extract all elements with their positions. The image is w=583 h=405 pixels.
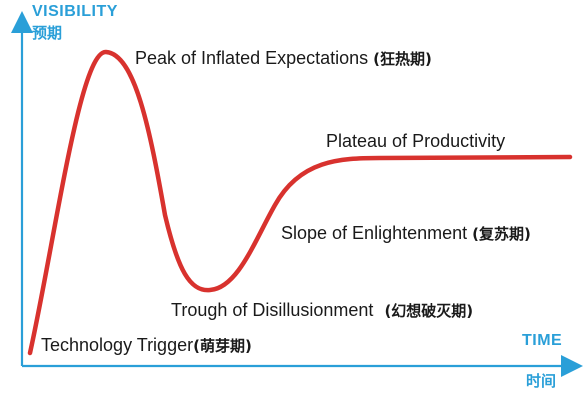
x-axis-label-cn: 时间 bbox=[526, 372, 557, 390]
phase-trough-label: Trough of Disillusionment (幻想破灭期) bbox=[171, 299, 473, 322]
phase-slope-label: Slope of Enlightenment (复苏期) bbox=[281, 222, 531, 245]
phase-peak-cn: (狂热期) bbox=[373, 50, 432, 68]
y-axis-label-cn: 预期 bbox=[32, 24, 63, 42]
phase-plateau-label: Plateau of Productivity bbox=[326, 130, 505, 152]
phase-slope-cn: (复苏期) bbox=[472, 225, 531, 243]
y-axis-label: VISIBILITY bbox=[32, 3, 118, 20]
hype-curve bbox=[27, 49, 573, 356]
phase-trigger-cn: (萌芽期) bbox=[193, 337, 252, 355]
phase-slope-name: Slope of Enlightenment bbox=[281, 223, 468, 243]
phase-trigger-name: Technology Trigger bbox=[41, 335, 194, 355]
phase-trough-name: Trough of Disillusionment bbox=[171, 300, 374, 320]
phase-plateau-name: Plateau of Productivity bbox=[326, 131, 506, 151]
phase-peak-name: Peak of Inflated Expectations bbox=[135, 48, 369, 68]
phase-trough-cn: (幻想破灭期) bbox=[384, 302, 474, 320]
phase-trigger-label: Technology Trigger(萌芽期) bbox=[41, 334, 252, 357]
x-axis-label: TIME bbox=[522, 332, 563, 349]
phase-peak-label: Peak of Inflated Expectations (狂热期) bbox=[135, 47, 432, 70]
